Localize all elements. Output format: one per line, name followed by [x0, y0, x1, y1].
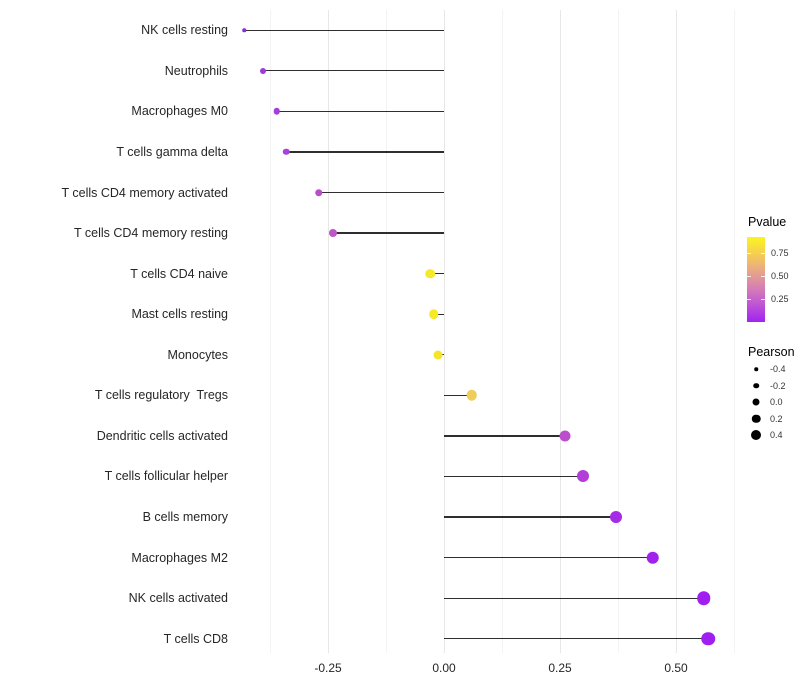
pearson-legend-dot	[754, 367, 758, 371]
minor-gridline	[734, 10, 735, 653]
pvalue-bar-tick	[761, 253, 765, 255]
lollipop-stem	[444, 516, 616, 518]
y-axis-label: T cells follicular helper	[104, 469, 228, 484]
pearson-legend-dot	[753, 382, 759, 389]
lollipop-stem	[444, 475, 584, 478]
lollipop-stem	[444, 597, 704, 599]
pearson-legend-label: 0.0	[770, 397, 783, 408]
pvalue-bar-tick	[747, 299, 751, 301]
lollipop-dot	[609, 511, 622, 524]
lollipop-dot	[328, 229, 337, 238]
pvalue-bar-tick	[747, 276, 751, 278]
major-gridline	[560, 10, 561, 653]
x-tick-label: 0.50	[664, 661, 688, 675]
x-tick-label: 0.00	[432, 661, 456, 675]
pearson-legend-label: -0.2	[770, 380, 786, 391]
pvalue-gradient-bar	[747, 237, 765, 322]
y-axis-label: Mast cells resting	[131, 307, 228, 322]
lollipop-dot	[425, 268, 435, 279]
pvalue-bar-tick	[761, 276, 765, 278]
lollipop-dot	[429, 309, 439, 319]
lollipop-stem	[263, 70, 444, 72]
minor-gridline	[270, 10, 271, 653]
pearson-legend-label: 0.4	[770, 430, 783, 441]
pearson-legend-label: -0.4	[770, 364, 786, 374]
major-gridline	[328, 10, 329, 653]
pvalue-bar-tick	[761, 299, 765, 301]
major-gridline	[444, 10, 445, 653]
lollipop-dot	[260, 67, 267, 74]
pvalue-tick-label: 0.25	[771, 294, 789, 305]
lollipop-stem	[444, 435, 565, 437]
lollipop-dot	[242, 28, 247, 33]
pearson-legend-label: 0.2	[770, 413, 783, 424]
legend-pvalue-title: Pvalue	[748, 215, 787, 229]
pvalue-bar-tick	[747, 253, 751, 255]
y-axis-label: T cells regulatory Tregs	[94, 388, 228, 403]
lollipop-stem	[286, 151, 444, 153]
lollipop-dot	[577, 470, 590, 483]
y-axis-label: T cells CD4 memory activated	[61, 185, 229, 200]
pvalue-tick-label: 0.75	[771, 248, 789, 259]
lollipop-dot	[282, 148, 290, 156]
legend-pearson-title: Pearson	[748, 345, 795, 359]
lollipop-stem	[244, 29, 444, 31]
lollipop-stem	[433, 313, 444, 315]
lollipop-dot	[701, 631, 716, 646]
lollipop-stem	[332, 232, 444, 234]
y-axis-label: T cells gamma delta	[116, 144, 228, 159]
y-axis-label: Dendritic cells activated	[96, 428, 228, 443]
y-axis-label: T cells CD4 memory resting	[74, 226, 228, 241]
y-axis-label: Macrophages M2	[131, 550, 228, 565]
lollipop-stem	[444, 638, 709, 640]
lollipop-stem	[318, 191, 444, 194]
lollipop-dot	[697, 591, 711, 605]
major-gridline	[676, 10, 677, 653]
y-axis-label: NK cells resting	[141, 23, 228, 38]
pearson-legend-dot	[751, 430, 761, 441]
x-tick-label: -0.25	[314, 661, 342, 675]
lollipop-dot	[314, 188, 323, 197]
lollipop-stem	[276, 110, 444, 113]
pvalue-tick-label: 0.50	[771, 271, 789, 282]
y-axis-label: Macrophages M0	[131, 104, 228, 119]
lollipop-dot	[559, 430, 571, 442]
lollipop-stem	[444, 556, 653, 559]
lollipop-dot	[646, 551, 660, 564]
pearson-legend-dot	[752, 398, 760, 406]
minor-gridline	[386, 10, 387, 653]
x-tick-label: 0.25	[548, 661, 572, 675]
lollipop-dot	[433, 350, 443, 360]
y-axis-label: Monocytes	[167, 347, 228, 362]
lollipop-stem	[430, 273, 444, 275]
minor-gridline	[618, 10, 619, 653]
y-axis-label: Neutrophils	[164, 63, 228, 78]
y-axis-label: B cells memory	[142, 510, 228, 525]
y-axis-label: T cells CD4 naive	[130, 266, 228, 281]
lollipop-stem	[444, 394, 472, 396]
y-axis-label: T cells CD8	[163, 631, 228, 646]
pearson-legend-dot	[751, 414, 761, 424]
minor-gridline	[502, 10, 503, 653]
y-axis-label: NK cells activated	[128, 591, 228, 606]
lollipop-dot	[273, 108, 281, 115]
lollipop-dot	[466, 390, 478, 401]
